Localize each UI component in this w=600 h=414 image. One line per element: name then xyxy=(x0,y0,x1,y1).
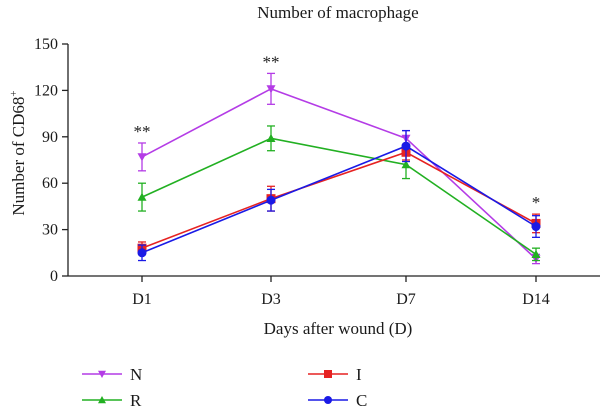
data-point-r xyxy=(401,160,411,169)
series-line-n xyxy=(141,87,537,260)
series-line-i xyxy=(141,151,537,249)
legend-item-i: I xyxy=(308,365,362,384)
chart-title: Number of macrophage xyxy=(257,3,418,22)
data-point-c xyxy=(531,222,541,232)
x-tick-label: D3 xyxy=(261,291,281,308)
significance-marker: * xyxy=(532,193,541,212)
y-axis-title: Number of CD68+ xyxy=(8,90,28,215)
legend-marker-c xyxy=(324,396,332,404)
legend-label-n: N xyxy=(130,365,142,384)
x-tick-label: D1 xyxy=(132,291,152,308)
x-tick-label: D7 xyxy=(396,291,416,308)
legend-marker-r xyxy=(98,396,106,404)
y-tick-label: 120 xyxy=(34,82,58,99)
y-tick-label: 30 xyxy=(42,222,58,239)
y-tick-label: 150 xyxy=(34,36,58,53)
legend-label-c: C xyxy=(356,391,367,410)
legend-item-n: N xyxy=(82,365,142,384)
data-point-c xyxy=(266,195,276,205)
data-point-c xyxy=(137,248,147,258)
y-tick-label: 0 xyxy=(50,268,58,285)
series-line-c xyxy=(141,145,537,254)
legend-marker-i xyxy=(324,370,332,378)
x-axis-title: Days after wound (D) xyxy=(264,319,413,338)
legend-item-r: R xyxy=(82,391,142,410)
legend: NR IC xyxy=(82,365,367,410)
legend-label-i: I xyxy=(356,365,362,384)
data-point-r xyxy=(137,192,147,201)
significance-marker: ** xyxy=(134,122,151,141)
data-point-n xyxy=(137,153,147,162)
legend-marker-n xyxy=(98,370,106,378)
legend-label-r: R xyxy=(130,391,142,410)
data-point-r xyxy=(266,133,276,142)
x-tick-label: D14 xyxy=(522,291,550,308)
y-tick-label: 90 xyxy=(42,129,58,146)
y-axis-title-text: Number of CD68 xyxy=(9,97,28,216)
y-tick-label: 60 xyxy=(42,175,58,192)
svg-text:Number of CD68+: Number of CD68+ xyxy=(8,90,28,215)
data-point-c xyxy=(401,141,411,151)
y-axis-title-superscript: + xyxy=(8,90,20,96)
data-point-r xyxy=(531,249,541,258)
series-line-r xyxy=(141,137,537,256)
legend-item-c: C xyxy=(308,391,367,410)
significance-marker: ** xyxy=(263,52,280,71)
data-point-n xyxy=(266,85,276,94)
